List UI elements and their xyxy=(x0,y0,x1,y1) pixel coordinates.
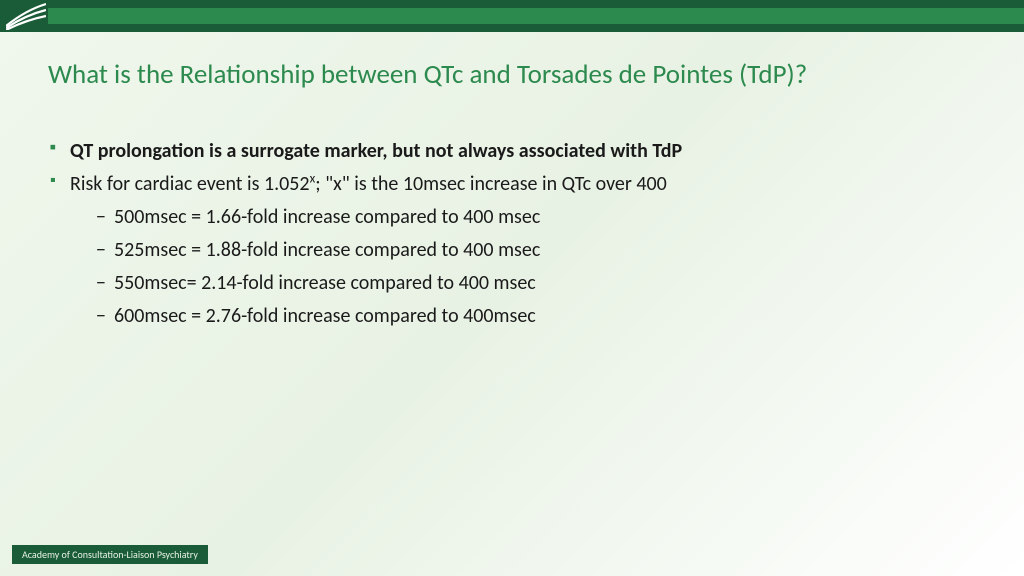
header-bar xyxy=(0,0,1024,32)
bullet-item-1: QT prolongation is a surrogate marker, b… xyxy=(48,136,976,167)
footer-label: Academy of Consultation-Liaison Psychiat… xyxy=(12,545,208,564)
slide-title: What is the Relationship between QTc and… xyxy=(48,58,976,92)
sub-item-2: 525msec = 1.88-fold increase compared to… xyxy=(70,235,976,266)
sub-item-4: 600msec = 2.76-fold increase compared to… xyxy=(70,301,976,332)
sub-list: 500msec = 1.66-fold increase compared to… xyxy=(70,202,976,332)
bullet-list: QT prolongation is a surrogate marker, b… xyxy=(48,136,976,332)
sub-item-1: 500msec = 1.66-fold increase compared to… xyxy=(70,202,976,233)
bullet-item-2: Risk for cardiac event is 1.052x; "x" is… xyxy=(48,169,976,332)
logo-arcs-icon xyxy=(6,2,46,30)
bullet-2-pre: Risk for cardiac event is 1.052 xyxy=(70,172,310,196)
sub-item-3: 550msec= 2.14-fold increase compared to … xyxy=(70,268,976,299)
slide-content: What is the Relationship between QTc and… xyxy=(0,32,1024,332)
header-stripe-bottom xyxy=(0,24,1024,32)
header-stripe-mid xyxy=(0,8,1024,24)
header-stripe-top xyxy=(0,0,1024,8)
bullet-2-post: ; "x" is the 10msec increase in QTc over… xyxy=(315,172,667,196)
